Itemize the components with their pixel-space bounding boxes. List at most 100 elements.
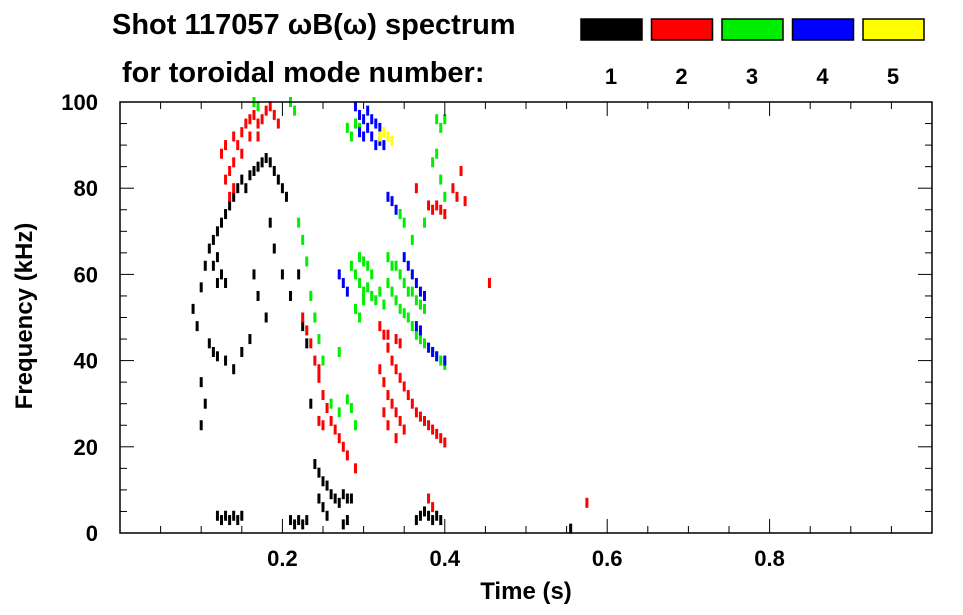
spectral-point <box>224 140 228 151</box>
spectral-point <box>301 234 305 245</box>
legend-label-5: 5 <box>887 64 899 89</box>
spectral-point <box>390 135 394 146</box>
spectral-point <box>378 131 382 142</box>
spectral-point <box>252 109 256 120</box>
spectral-point <box>244 118 248 129</box>
spectral-point <box>199 420 203 431</box>
spectral-point <box>427 200 431 211</box>
spectral-point <box>386 420 390 431</box>
spectral-point <box>345 493 349 504</box>
spectral-point <box>337 407 341 418</box>
spectral-point <box>390 355 394 366</box>
spectral-point <box>345 450 349 461</box>
spectral-point <box>423 217 426 228</box>
spectral-point <box>240 510 244 521</box>
spectral-point <box>362 114 366 125</box>
spectral-point <box>280 269 284 280</box>
spectral-point <box>232 191 236 202</box>
legend-swatch-1 <box>580 18 643 41</box>
legend-swatch-2 <box>650 18 714 41</box>
spectral-point <box>321 420 325 431</box>
spectral-point <box>427 510 431 521</box>
spectral-point <box>224 278 228 289</box>
spectral-point <box>228 191 232 202</box>
legend-label-1: 1 <box>605 64 617 89</box>
spectral-point <box>378 286 382 297</box>
spectral-point <box>341 278 345 289</box>
spectral-point <box>293 105 297 116</box>
spectral-point <box>349 131 353 142</box>
spectral-point <box>390 260 394 271</box>
spectral-point <box>418 286 422 297</box>
spectral-point <box>228 200 232 211</box>
series-mode-5 <box>378 127 394 146</box>
spectral-point <box>248 114 252 125</box>
spectral-point <box>382 329 386 340</box>
spectral-point <box>382 377 386 388</box>
spectral-point <box>199 282 203 293</box>
spectral-point <box>443 114 447 125</box>
spectral-point <box>378 122 382 133</box>
spectral-point <box>313 312 317 323</box>
spectral-point <box>382 299 386 310</box>
spectral-point <box>321 476 325 487</box>
spectral-point <box>394 204 398 215</box>
spectral-point <box>370 290 374 301</box>
plot-area: 0.2 0.4 0.6 0.8 0 20 40 60 80 100 <box>61 90 933 571</box>
spectral-point <box>317 467 321 478</box>
spectral-point <box>394 407 398 418</box>
spectral-point <box>305 515 309 526</box>
spectral-point <box>260 157 264 168</box>
spectral-point <box>337 346 341 357</box>
y-tick-label: 0 <box>86 521 98 546</box>
axis-ticks: 0.2 0.4 0.6 0.8 0 20 40 60 80 100 <box>61 90 932 571</box>
spectral-point <box>297 217 301 228</box>
spectral-point <box>414 183 418 194</box>
spectral-point <box>414 278 418 289</box>
spectral-point <box>248 334 252 345</box>
spectral-point <box>431 346 435 357</box>
spectral-point <box>317 415 321 426</box>
y-tick-label: 60 <box>74 262 98 287</box>
spectral-point <box>423 290 426 301</box>
spectral-point <box>439 515 443 526</box>
spectral-point <box>248 131 252 142</box>
spectral-point <box>410 269 414 280</box>
y-tick-label: 40 <box>74 349 98 374</box>
spectral-point <box>305 325 309 336</box>
spectral-point <box>362 131 366 142</box>
spectral-point <box>272 243 276 254</box>
spectral-point <box>240 174 244 185</box>
spectral-point <box>394 295 398 306</box>
legend-swatch-5 <box>862 18 925 41</box>
spectral-point <box>240 346 244 357</box>
spectral-point <box>211 346 215 357</box>
spectral-point <box>276 174 280 185</box>
spectral-point <box>321 355 325 366</box>
spectral-point <box>321 502 325 513</box>
spectral-point <box>362 256 366 267</box>
spectral-point <box>224 510 228 521</box>
spectral-point <box>439 433 443 444</box>
spectral-point <box>370 269 374 280</box>
spectral-point <box>431 502 435 513</box>
spectral-point <box>353 118 357 129</box>
spectral-point <box>386 342 390 353</box>
y-tick-label: 20 <box>74 435 98 460</box>
spectral-point <box>386 252 390 263</box>
spectral-point <box>374 118 378 129</box>
spectral-point <box>353 269 357 280</box>
spectral-point <box>386 278 390 289</box>
spectral-point <box>451 183 455 194</box>
spectral-point <box>386 329 390 340</box>
spectral-point <box>414 295 418 306</box>
spectral-point <box>220 515 223 526</box>
spectral-point <box>232 131 236 142</box>
spectral-point <box>337 269 341 280</box>
spectral-point <box>439 122 443 133</box>
spectral-point <box>431 424 435 435</box>
spectral-point <box>349 260 353 271</box>
spectral-point <box>414 321 418 332</box>
spectral-point <box>435 148 439 159</box>
spectral-point <box>423 338 426 349</box>
